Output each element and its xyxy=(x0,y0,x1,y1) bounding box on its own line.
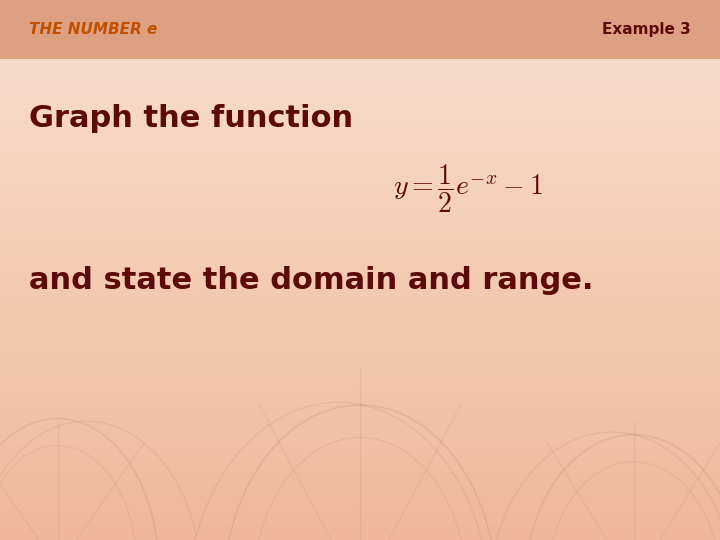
FancyBboxPatch shape xyxy=(0,0,720,59)
Text: Example 3: Example 3 xyxy=(603,22,691,37)
Text: Graph the function: Graph the function xyxy=(29,104,353,133)
Text: and state the domain and range.: and state the domain and range. xyxy=(29,266,593,295)
Text: $y = \dfrac{1}{2}e^{-x} - 1$: $y = \dfrac{1}{2}e^{-x} - 1$ xyxy=(393,163,543,215)
Text: THE NUMBER e: THE NUMBER e xyxy=(29,22,157,37)
